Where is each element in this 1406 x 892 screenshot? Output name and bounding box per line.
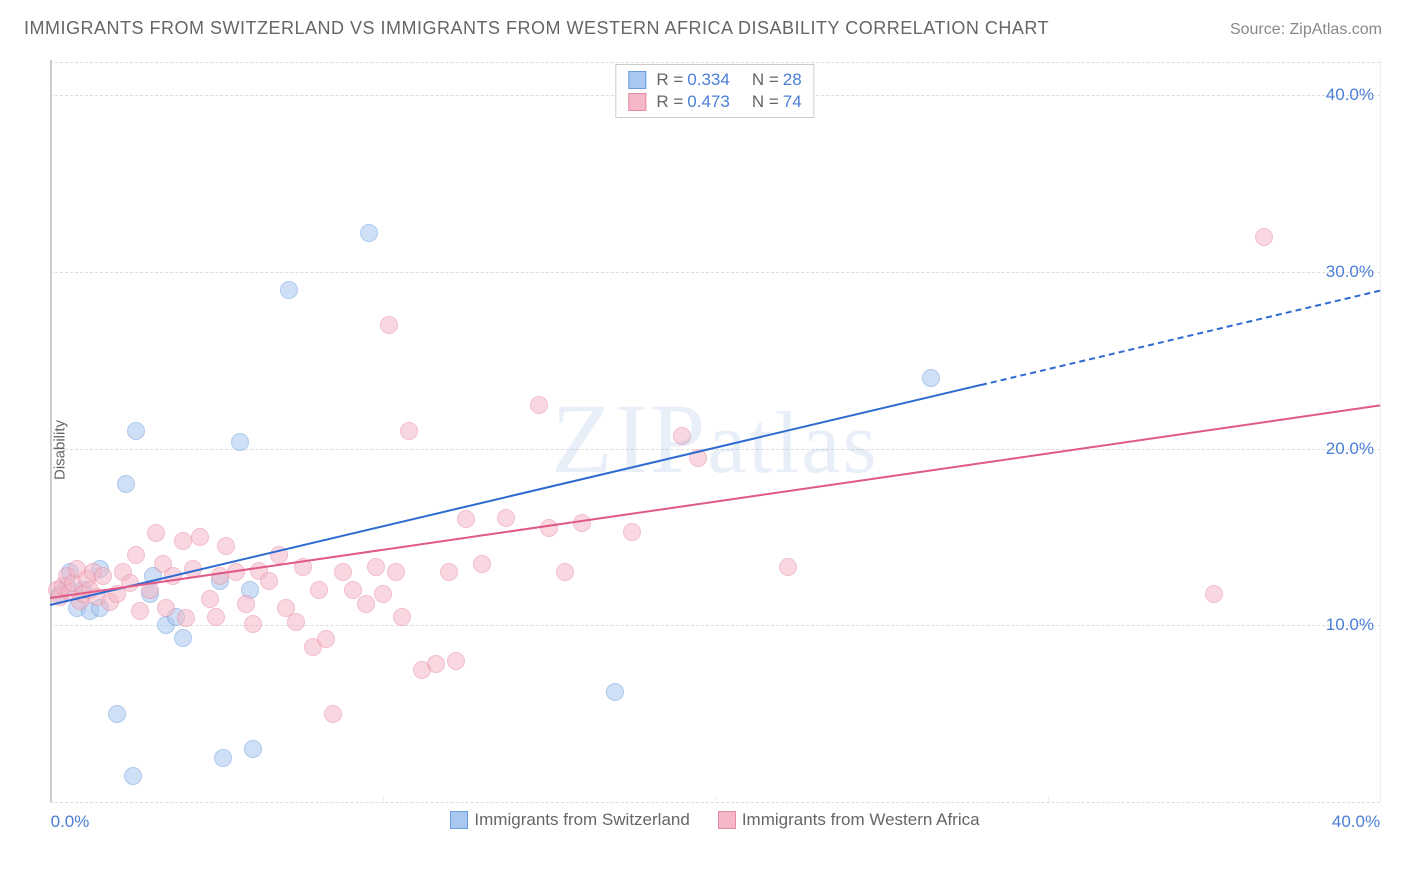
y-axis (50, 60, 52, 802)
data-point (673, 427, 691, 445)
data-point (497, 509, 515, 527)
data-point (217, 537, 235, 555)
legend-item: Immigrants from Western Africa (718, 810, 980, 830)
data-point (623, 523, 641, 541)
data-point (367, 558, 385, 576)
data-point (387, 563, 405, 581)
data-point (191, 528, 209, 546)
source-label: Source: ZipAtlas.com (1230, 21, 1382, 39)
y-tick-label: 10.0% (1326, 615, 1374, 635)
data-point (360, 224, 378, 242)
chart-area: Disability 10.0%20.0%30.0%40.0%0.0%40.0%… (50, 60, 1380, 840)
data-point (287, 613, 305, 631)
scatter-plot: 10.0%20.0%30.0%40.0%0.0%40.0%R = 0.334N … (50, 60, 1380, 840)
legend-swatch (718, 811, 736, 829)
data-point (127, 422, 145, 440)
data-point (344, 581, 362, 599)
data-point (244, 615, 262, 633)
gridline-h (50, 272, 1380, 273)
data-point (237, 595, 255, 613)
data-point (324, 705, 342, 723)
data-point (606, 683, 624, 701)
trend-line (50, 384, 981, 606)
data-point (530, 396, 548, 414)
data-point (94, 567, 112, 585)
r-label: R = (656, 92, 683, 112)
data-point (457, 510, 475, 528)
data-point (131, 602, 149, 620)
y-tick-label: 40.0% (1326, 85, 1374, 105)
data-point (393, 608, 411, 626)
legend-stats: R = 0.334 N = 28 R = 0.473 N = 74 (615, 64, 814, 118)
legend-item: Immigrants from Switzerland (450, 810, 689, 830)
data-point (201, 590, 219, 608)
data-point (473, 555, 491, 573)
y-tick-label: 20.0% (1326, 439, 1374, 459)
gridline-h (50, 62, 1380, 63)
legend-label: Immigrants from Switzerland (474, 810, 689, 830)
gridline-h (50, 449, 1380, 450)
data-point (174, 629, 192, 647)
data-point (211, 567, 229, 585)
data-point (177, 609, 195, 627)
data-point (127, 546, 145, 564)
legend-swatch (450, 811, 468, 829)
data-point (108, 705, 126, 723)
data-point (260, 572, 278, 590)
data-point (380, 316, 398, 334)
r-value: 0.334 (687, 70, 730, 90)
data-point (334, 563, 352, 581)
data-point (231, 433, 249, 451)
data-point (1205, 585, 1223, 603)
data-point (400, 422, 418, 440)
data-point (374, 585, 392, 603)
legend-label: Immigrants from Western Africa (742, 810, 980, 830)
n-label: N = (752, 92, 779, 112)
data-point (147, 524, 165, 542)
data-point (280, 281, 298, 299)
trend-line (50, 405, 1380, 600)
data-point (779, 558, 797, 576)
legend-stat-row: R = 0.334 N = 28 (628, 69, 801, 91)
data-point (427, 655, 445, 673)
data-point (214, 749, 232, 767)
data-point (922, 369, 940, 387)
y-tick-label: 30.0% (1326, 262, 1374, 282)
data-point (447, 652, 465, 670)
n-label: N = (752, 70, 779, 90)
n-value: 28 (783, 70, 802, 90)
legend-series: Immigrants from Switzerland Immigrants fr… (50, 810, 1380, 834)
legend-swatch (628, 71, 646, 89)
data-point (540, 519, 558, 537)
data-point (174, 532, 192, 550)
data-point (556, 563, 574, 581)
data-point (124, 767, 142, 785)
x-axis (50, 802, 1380, 803)
gridline-v (1380, 60, 1381, 802)
trend-line (981, 290, 1380, 386)
data-point (1255, 228, 1273, 246)
data-point (357, 595, 375, 613)
data-point (440, 563, 458, 581)
data-point (117, 475, 135, 493)
legend-swatch (628, 93, 646, 111)
data-point (207, 608, 225, 626)
r-label: R = (656, 70, 683, 90)
data-point (310, 581, 328, 599)
data-point (157, 599, 175, 617)
legend-stat-row: R = 0.473 N = 74 (628, 91, 801, 113)
chart-title: IMMIGRANTS FROM SWITZERLAND VS IMMIGRANT… (24, 18, 1049, 39)
n-value: 74 (783, 92, 802, 112)
data-point (244, 740, 262, 758)
r-value: 0.473 (687, 92, 730, 112)
data-point (317, 630, 335, 648)
